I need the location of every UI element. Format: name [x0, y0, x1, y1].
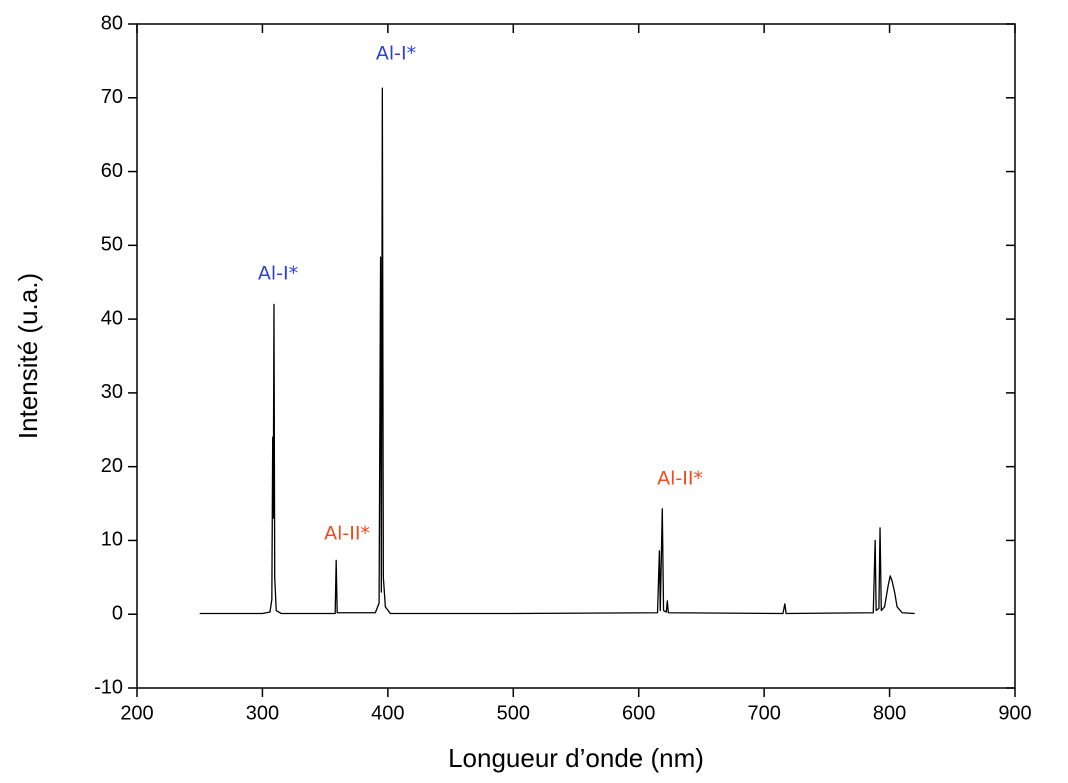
x-tick-label: 500	[497, 702, 530, 724]
y-tick-label: 60	[101, 160, 123, 182]
y-tick-label: 20	[101, 455, 123, 477]
x-tick-label: 400	[371, 702, 404, 724]
y-tick-label: 40	[101, 307, 123, 329]
annotation: Al-II*	[324, 523, 370, 545]
annotation: Al-II*	[657, 468, 703, 490]
spectrum-line	[199, 87, 915, 615]
x-tick-label: 200	[120, 702, 153, 724]
x-tick-label: 700	[747, 702, 780, 724]
annotation: Al-I*	[258, 263, 298, 285]
y-tick-label: -10	[94, 676, 123, 698]
annotation: Al-I*	[376, 43, 416, 65]
y-tick-label: 30	[101, 381, 123, 403]
x-tick-label: 300	[246, 702, 279, 724]
x-tick-label: 900	[998, 702, 1031, 724]
x-axis-label: Longueur d’onde (nm)	[448, 743, 704, 773]
y-tick-label: 10	[101, 529, 123, 551]
x-tick-label: 800	[873, 702, 906, 724]
x-tick-label: 600	[622, 702, 655, 724]
y-tick-label: 0	[112, 603, 123, 625]
y-tick-label: 70	[101, 86, 123, 108]
y-tick-label: 50	[101, 234, 123, 256]
plot-frame	[136, 23, 1016, 689]
y-tick-label: 80	[101, 12, 123, 34]
y-axis-label: Intensité (u.a.)	[13, 273, 43, 439]
